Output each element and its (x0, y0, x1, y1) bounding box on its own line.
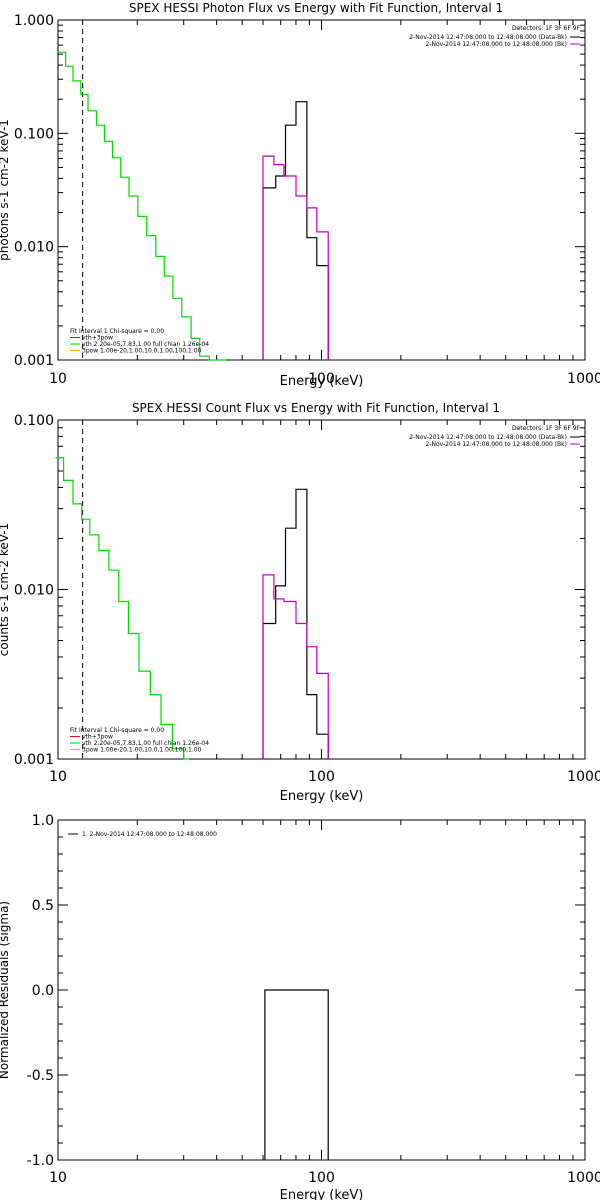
panel1-title: SPEX HESSI Photon Flux vs Energy with Fi… (129, 1, 503, 15)
panel1-series-bk (262, 155, 329, 360)
panel3-y-axis-label: Normalized Residuals (sigma) (0, 901, 11, 1079)
panel2-x-tick-label: 10 (49, 769, 67, 785)
panel2-y-axis-label: counts s-1 cm-2 keV-1 (0, 523, 11, 656)
panel2-title: SPEX HESSI Count Flux vs Energy with Fit… (132, 401, 500, 415)
panel1-y-tick-label: 1.000 (14, 13, 54, 29)
panel2-plot-frame (57, 419, 586, 760)
panel3-legend-top-label: 1. 2-Nov-2014 12:47:08.000 to 12:48:08.0… (82, 831, 217, 838)
panel3-x-axis-label: Energy (keV) (280, 1188, 364, 1200)
panel3-y-tick-label: 0.0 (32, 983, 54, 999)
panel1-x-axis-label: Energy (keV) (280, 374, 364, 389)
panel3-y-tick-label: 1.0 (32, 813, 54, 829)
panel1-x-tick-label: 1000 (567, 371, 600, 387)
panel2-legend-bottom-label: vth+3pow (82, 734, 113, 741)
panel1-y-tick-label: 0.010 (14, 240, 54, 256)
panel2-x-tick-label: 1000 (567, 769, 600, 785)
panel1-series-data-bk (262, 101, 329, 360)
panel3-y-tick-label: -0.5 (27, 1068, 54, 1084)
panel2-legend-bottom-label: Fit Interval 1 Chi-square = 0.00 (70, 727, 164, 734)
panel1-y-tick-label: 0.001 (14, 353, 54, 369)
panel1-y-tick-label: 0.100 (14, 126, 54, 142)
panel1-y-axis-label: photons s-1 cm-2 keV-1 (0, 119, 11, 261)
panel1-legend-bottom-label: 3pow 1.00e-20,1.00,10.0,1.00,100,1.00 (82, 348, 202, 355)
panel1-x-tick-label: 10 (49, 371, 67, 387)
panel2-series-bk (262, 574, 329, 759)
panel2-series-data-bk (262, 488, 329, 759)
panel3-y-tick-label: 0.5 (32, 898, 54, 914)
panel2-y-tick-label: 0.010 (14, 583, 54, 599)
panel2-y-tick-label: 0.100 (14, 413, 54, 429)
panel3-x-tick-label: 100 (308, 1170, 335, 1186)
panel2-x-axis-label: Energy (keV) (280, 789, 364, 804)
panel2-x-tick-label: 100 (308, 769, 335, 785)
panel1-legend-top-label: 2-Nov-2014 12:47:08.000 to 12:48:08.000 … (425, 41, 567, 48)
panel2-legend-bottom-label: 3pow 1.00e-20,1.00,10.0,1.00,100,1.00 (82, 747, 202, 754)
panel2-series-vth (55, 457, 190, 760)
panel3-x-tick-label: 10 (49, 1170, 67, 1186)
panel2-y-tick-label: 0.001 (14, 752, 54, 768)
panel1-legend-bottom-label: vth+3pow (82, 335, 113, 342)
panel1-legend-bottom-label: vth 2.20e-05,7.83,1.00 full chian 1.26e-… (82, 341, 209, 348)
panel1-legend-top-label: 2-Nov-2014 12:47:08.000 to 12:48:08.000 … (409, 34, 567, 41)
panel2-detectors-label: Detectors: 1F 3F 6F 9F (512, 425, 581, 432)
panel1-series-vth (58, 51, 227, 361)
panel1-legend-bottom-label: Fit Interval 1 Chi-square = 0.00 (70, 328, 164, 335)
panel2-legend-bottom-label: vth 2.20e-05,7.83,1.00 full chian 1.26e-… (82, 740, 209, 747)
panel3-x-tick-label: 1000 (567, 1170, 600, 1186)
panel3-series-residuals (264, 989, 329, 1160)
panel1-x-tick-label: 100 (308, 371, 335, 387)
panel1-plot-frame (57, 19, 586, 361)
panel1-detectors-label: Detectors: 1F 3F 6F 9F (512, 25, 581, 32)
panel2-legend-top-label: 2-Nov-2014 12:47:08.000 to 12:48:08.000 … (425, 441, 567, 448)
panel2-legend-top-label: 2-Nov-2014 12:47:08.000 to 12:48:08.000 … (409, 434, 567, 441)
panel3-y-tick-label: -1.0 (27, 1153, 54, 1169)
